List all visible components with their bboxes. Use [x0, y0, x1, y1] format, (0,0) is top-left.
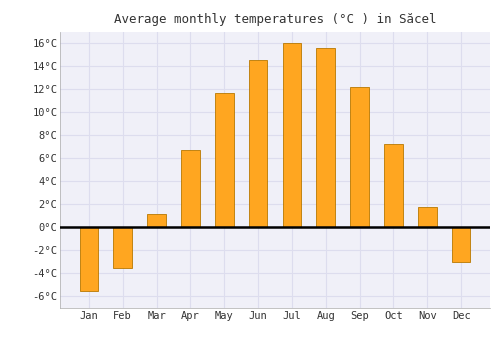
Bar — [282, 43, 301, 228]
Bar — [418, 206, 436, 228]
Bar — [384, 145, 403, 228]
Bar — [316, 48, 335, 228]
Bar — [452, 228, 470, 262]
Title: Average monthly temperatures (°C ) in Săcel: Average monthly temperatures (°C ) in Să… — [114, 13, 436, 26]
Bar — [350, 87, 369, 228]
Bar — [80, 228, 98, 291]
Bar — [147, 214, 166, 228]
Bar — [249, 60, 268, 228]
Bar — [114, 228, 132, 268]
Bar — [215, 92, 234, 228]
Bar — [181, 150, 200, 228]
